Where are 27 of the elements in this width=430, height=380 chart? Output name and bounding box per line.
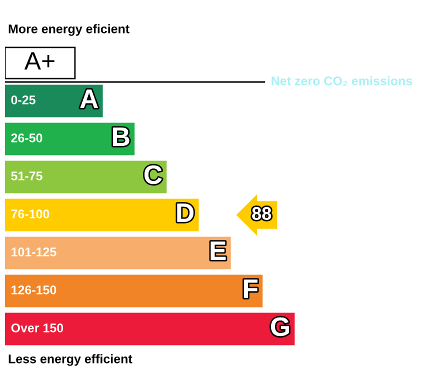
annotation: 126-150 — [12, 286, 56, 294]
bar — [5, 236, 231, 270]
annotation: 76-100 — [11, 210, 50, 218]
annotation: Net zero CO₂ emissions — [272, 76, 412, 86]
y-tick-label: G — [271, 317, 289, 336]
bar — [5, 122, 135, 156]
bar — [5, 160, 167, 194]
y-tick-label: A — [80, 90, 98, 108]
annotation: 0-25 — [11, 96, 36, 104]
bar — [5, 274, 263, 308]
bar — [5, 198, 199, 232]
annotation: 101-125 — [12, 248, 56, 256]
annotation: Over 150 — [11, 324, 64, 332]
annotation: 88 — [252, 207, 272, 220]
y-tick-label: C — [144, 165, 162, 184]
annotation: 26-50 — [11, 134, 42, 142]
y-tick-label: E — [210, 242, 226, 260]
chart-title: More energy eficient — [8, 24, 130, 36]
y-tick-label: A+ — [24, 52, 54, 70]
text: Less energy efficient — [8, 354, 132, 366]
bar — [5, 312, 295, 346]
annotation: 51-75 — [11, 172, 42, 180]
y-tick-label: B — [113, 128, 130, 146]
bar — [5, 84, 103, 118]
y-tick-label: F — [244, 280, 258, 298]
bar — [5, 46, 76, 80]
y-tick-label: D — [177, 204, 194, 222]
